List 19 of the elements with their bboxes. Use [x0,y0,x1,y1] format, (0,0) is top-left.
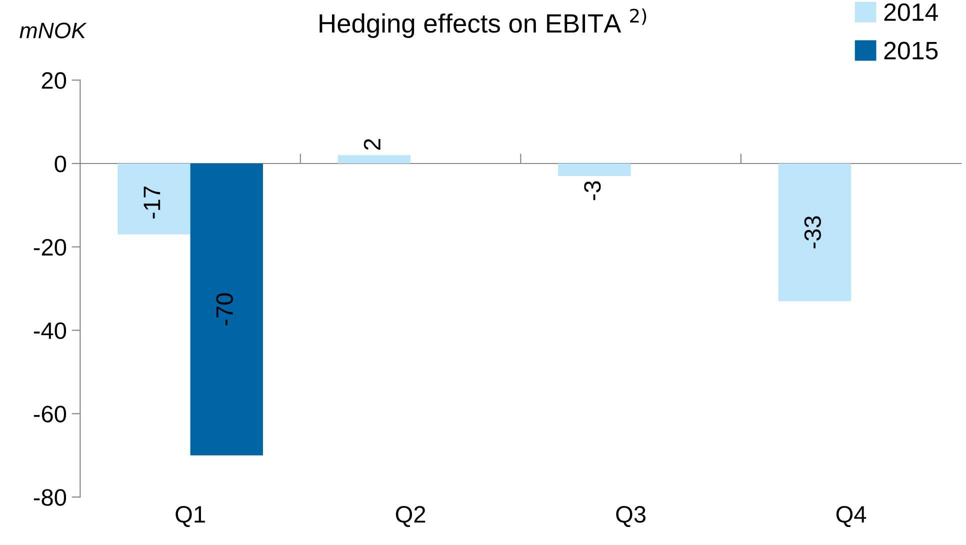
data-label: -17 [144,186,160,218]
y-tick-label: -80 [34,489,66,506]
data-label: -33 [804,216,822,248]
x-tick-label: Q3 [616,506,646,527]
chart-title: Hedging effects on EBITA $^{2)}$ [320,8,646,38]
x-tick-label: Q1 [176,506,205,527]
y-tick-label: -40 [34,322,66,340]
y-tick-label: 0 [54,156,66,172]
y-tick-label: 20 [42,72,66,89]
legend-label: 2014 [884,3,938,22]
y-axis-title: mNOK [20,22,87,38]
y-tick-label: -20 [34,238,66,256]
data-label: -3 [584,181,601,200]
data-label: 2 [364,139,380,150]
x-tick-label: Q4 [836,506,866,527]
y-tick-label: -60 [34,406,66,422]
x-tick-label: Q2 [396,506,426,527]
data-label: -70 [216,293,233,326]
legend-label: 2015 [884,42,938,60]
